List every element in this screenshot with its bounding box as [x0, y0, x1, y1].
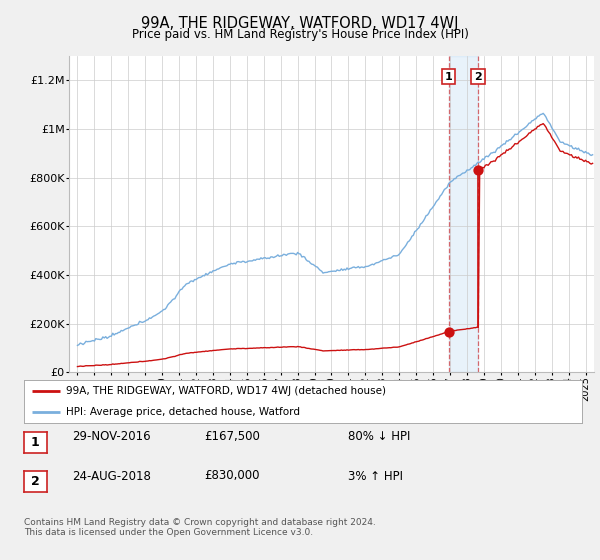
Text: 29-NOV-2016: 29-NOV-2016	[72, 430, 151, 444]
Text: 1: 1	[31, 436, 40, 449]
Text: 2: 2	[474, 72, 482, 82]
Text: 1: 1	[445, 72, 452, 82]
Text: £830,000: £830,000	[204, 469, 260, 483]
Point	[444, 327, 454, 336]
Text: 80% ↓ HPI: 80% ↓ HPI	[348, 430, 410, 444]
Bar	[449, 56, 478, 372]
Text: 3% ↑ HPI: 3% ↑ HPI	[348, 469, 403, 483]
Text: HPI: Average price, detached house, Watford: HPI: Average price, detached house, Watf…	[66, 408, 300, 417]
Text: 99A, THE RIDGEWAY, WATFORD, WD17 4WJ: 99A, THE RIDGEWAY, WATFORD, WD17 4WJ	[141, 16, 459, 31]
Text: 24-AUG-2018: 24-AUG-2018	[72, 469, 151, 483]
Text: 99A, THE RIDGEWAY, WATFORD, WD17 4WJ (detached house): 99A, THE RIDGEWAY, WATFORD, WD17 4WJ (de…	[66, 386, 386, 396]
Text: Price paid vs. HM Land Registry's House Price Index (HPI): Price paid vs. HM Land Registry's House …	[131, 28, 469, 41]
Text: £167,500: £167,500	[204, 430, 260, 444]
Text: Contains HM Land Registry data © Crown copyright and database right 2024.
This d: Contains HM Land Registry data © Crown c…	[24, 518, 376, 538]
Text: 2: 2	[31, 475, 40, 488]
Point	[473, 166, 483, 175]
